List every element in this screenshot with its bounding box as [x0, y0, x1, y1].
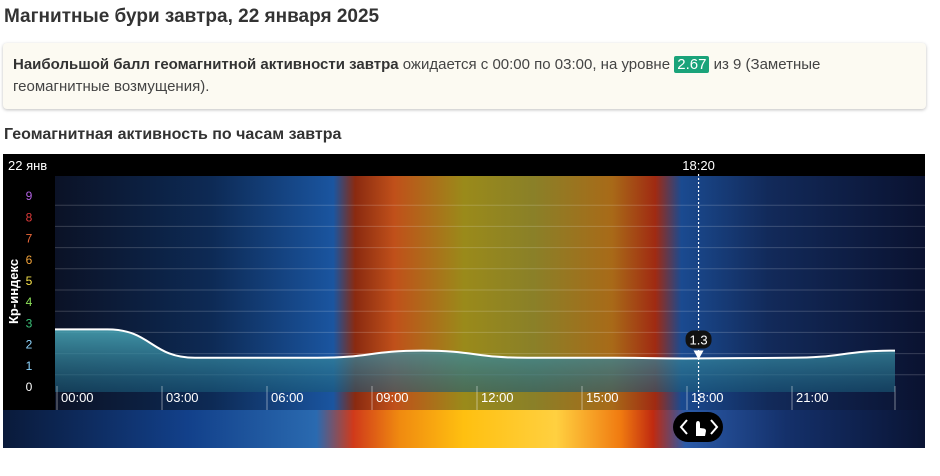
- summary-bold: Наибольшой балл геомагнитной активности …: [13, 56, 399, 73]
- chart-subtitle: Геомагнитная активность по часам завтра: [4, 126, 342, 143]
- y-tick-1: 1: [26, 359, 33, 373]
- x-tick-15:00: 15:00: [586, 390, 619, 405]
- y-tick-2: 2: [26, 338, 33, 352]
- x-tick-12:00: 12:00: [481, 390, 514, 405]
- daylight-strip: [3, 410, 925, 448]
- x-tick-09:00: 09:00: [376, 390, 409, 405]
- time-cursor[interactable]: 18:20 1.3: [682, 158, 715, 410]
- x-tick-21:00: 21:00: [796, 390, 829, 405]
- x-tick-06:00: 06:00: [271, 390, 304, 405]
- summary-text-1: ожидается с 00:00 по 03:00, на уровне: [398, 56, 675, 73]
- x-axis: 00:00 03:00 06:00 09:00 12:00 15:00 18:00 21:00: [56, 386, 896, 410]
- level-badge: 2.67: [674, 56, 710, 73]
- y-tick-6: 6: [26, 253, 33, 267]
- y-tick-5: 5: [26, 274, 33, 288]
- y-ticks: 0 1 2 3 4 5 6 7 8 9: [26, 189, 33, 394]
- summary-text-2: из 9 (Заметные геомагнитные возмущения).: [13, 56, 821, 95]
- kp-chart[interactable]: 0 1 2 3 4 5 6 7 8 9 22 янв Кр-индекс 00:00 03:00 06…: [3, 154, 925, 448]
- kp-line: [54, 328, 896, 360]
- y-tick-9: 9: [26, 189, 33, 203]
- cursor-marker: [693, 350, 704, 360]
- y-axis-label: Кр-индекс: [6, 259, 21, 324]
- cursor-value-label: 1.3: [690, 332, 708, 347]
- kp-series: [54, 328, 896, 392]
- kp-area: [55, 329, 895, 392]
- y-tick-0: 0: [26, 380, 33, 394]
- y-tick-3: 3: [26, 316, 33, 330]
- cursor-value-bubble: [685, 330, 712, 349]
- y-tick-7: 7: [26, 232, 33, 246]
- date-label: 22 янв: [8, 158, 47, 173]
- scroll-control[interactable]: [673, 412, 723, 442]
- summary-box: Наибольшой балл геомагнитной активности …: [3, 43, 926, 109]
- hand-pointer-icon: [696, 421, 706, 436]
- chevron-right-icon[interactable]: [710, 419, 719, 435]
- page-title: Магнитные бури завтра, 22 января 2025: [4, 6, 380, 27]
- chevron-left-icon[interactable]: [679, 419, 688, 435]
- y-tick-4: 4: [26, 295, 33, 309]
- y-tick-8: 8: [26, 210, 33, 224]
- cursor-time-label: 18:20: [682, 158, 715, 173]
- x-tick-18:00: 18:00: [691, 390, 724, 405]
- chart-svg: 0 1 2 3 4 5 6 7 8 9 22 янв Кр-индекс 00:00 03:00 06…: [3, 154, 925, 448]
- x-tick-03:00: 03:00: [166, 390, 199, 405]
- x-tick-00:00: 00:00: [61, 390, 94, 405]
